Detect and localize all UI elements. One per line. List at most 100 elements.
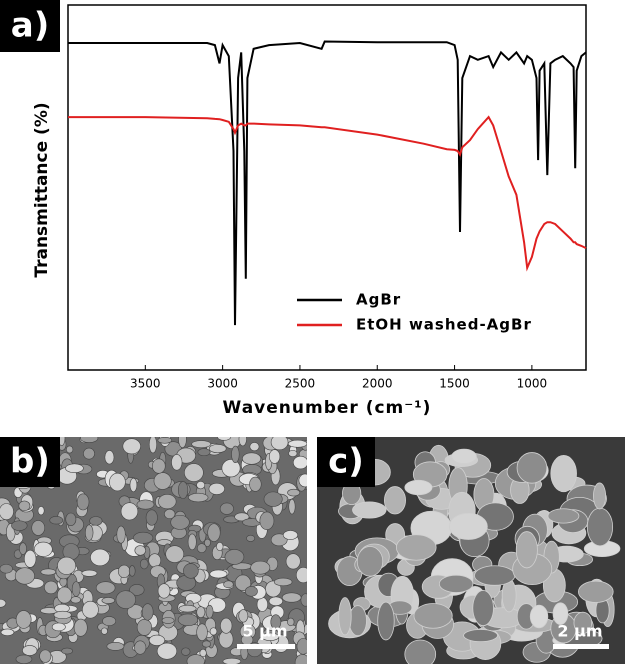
particle [573, 611, 593, 634]
particle [474, 565, 516, 586]
particle [139, 558, 149, 570]
particle [205, 604, 214, 619]
particle [208, 482, 225, 495]
particle [84, 524, 94, 541]
particle [14, 567, 35, 585]
particle [71, 581, 81, 597]
particle [515, 531, 538, 569]
particle [163, 508, 176, 520]
particle [223, 580, 234, 589]
particle [81, 569, 98, 577]
particle [529, 604, 549, 629]
particle [207, 523, 221, 542]
particle [141, 603, 154, 621]
particle [49, 516, 64, 525]
particle [186, 654, 205, 664]
particle [356, 546, 384, 577]
particle [148, 553, 162, 568]
particle [44, 580, 58, 595]
particle [40, 568, 57, 576]
particle [18, 500, 31, 512]
particle [136, 618, 152, 636]
particle [552, 602, 569, 625]
y-axis-label: Transmittance (%) [32, 102, 52, 277]
particle [191, 440, 212, 448]
particle [134, 640, 147, 655]
particle [273, 577, 293, 587]
particle [136, 499, 155, 510]
particle [196, 481, 206, 490]
particle [161, 617, 175, 624]
particle [261, 632, 280, 641]
particle [259, 511, 275, 530]
particle [165, 545, 185, 563]
legend-label: AgBr [356, 291, 401, 309]
particle [177, 613, 199, 626]
particle [288, 498, 296, 515]
particle [204, 538, 211, 547]
particle [101, 627, 108, 635]
particle [53, 610, 72, 620]
particle [287, 439, 307, 448]
particle [0, 598, 7, 608]
particle [222, 657, 242, 664]
particle [95, 581, 116, 595]
particle [117, 564, 131, 578]
particle [22, 645, 38, 656]
particle [270, 437, 289, 451]
particle [89, 516, 103, 526]
particle [0, 563, 13, 574]
x-tick-label: 1500 [439, 377, 470, 391]
particle [133, 531, 154, 544]
particle [197, 448, 211, 457]
particle [134, 545, 146, 556]
panel-label: b) [10, 442, 50, 482]
legend-label: EtOH washed-AgBr [356, 316, 532, 334]
particle [178, 604, 197, 613]
x-axis-label: Wavenumber (cm⁻¹) [223, 398, 432, 418]
particle [76, 493, 90, 511]
particle [463, 629, 498, 643]
particle [201, 640, 212, 648]
particle [181, 647, 191, 656]
sem-particles [328, 444, 621, 664]
particle [288, 449, 298, 458]
particle [187, 533, 197, 551]
particle [129, 584, 145, 596]
particle [116, 525, 126, 544]
x-tick-label: 1000 [517, 377, 548, 391]
particle [404, 479, 433, 496]
particle [51, 622, 66, 632]
particle [586, 507, 614, 547]
particle [109, 472, 126, 492]
particle [377, 601, 395, 641]
particle [244, 586, 258, 597]
particle [448, 512, 488, 540]
particle [292, 455, 307, 470]
panel-label-box [317, 437, 375, 487]
particle [234, 512, 250, 522]
particle [338, 597, 352, 636]
particle [66, 445, 74, 454]
particle [268, 449, 281, 464]
particle [196, 543, 207, 554]
particle [61, 647, 73, 655]
particle [209, 627, 218, 636]
particle [224, 549, 245, 565]
particle [295, 566, 307, 584]
x-tick-label: 3000 [207, 377, 238, 391]
particle [395, 534, 437, 561]
particle [516, 452, 548, 484]
particle [148, 634, 166, 646]
particle [413, 603, 453, 629]
particle [184, 463, 204, 482]
particle [83, 447, 95, 460]
particle [217, 437, 232, 441]
particle [231, 445, 240, 464]
panel-label-box [0, 437, 60, 487]
plot-frame [67, 4, 587, 371]
x-tick-label: 2000 [362, 377, 393, 391]
particle [31, 520, 46, 536]
particle [15, 654, 33, 664]
particle [153, 472, 172, 490]
